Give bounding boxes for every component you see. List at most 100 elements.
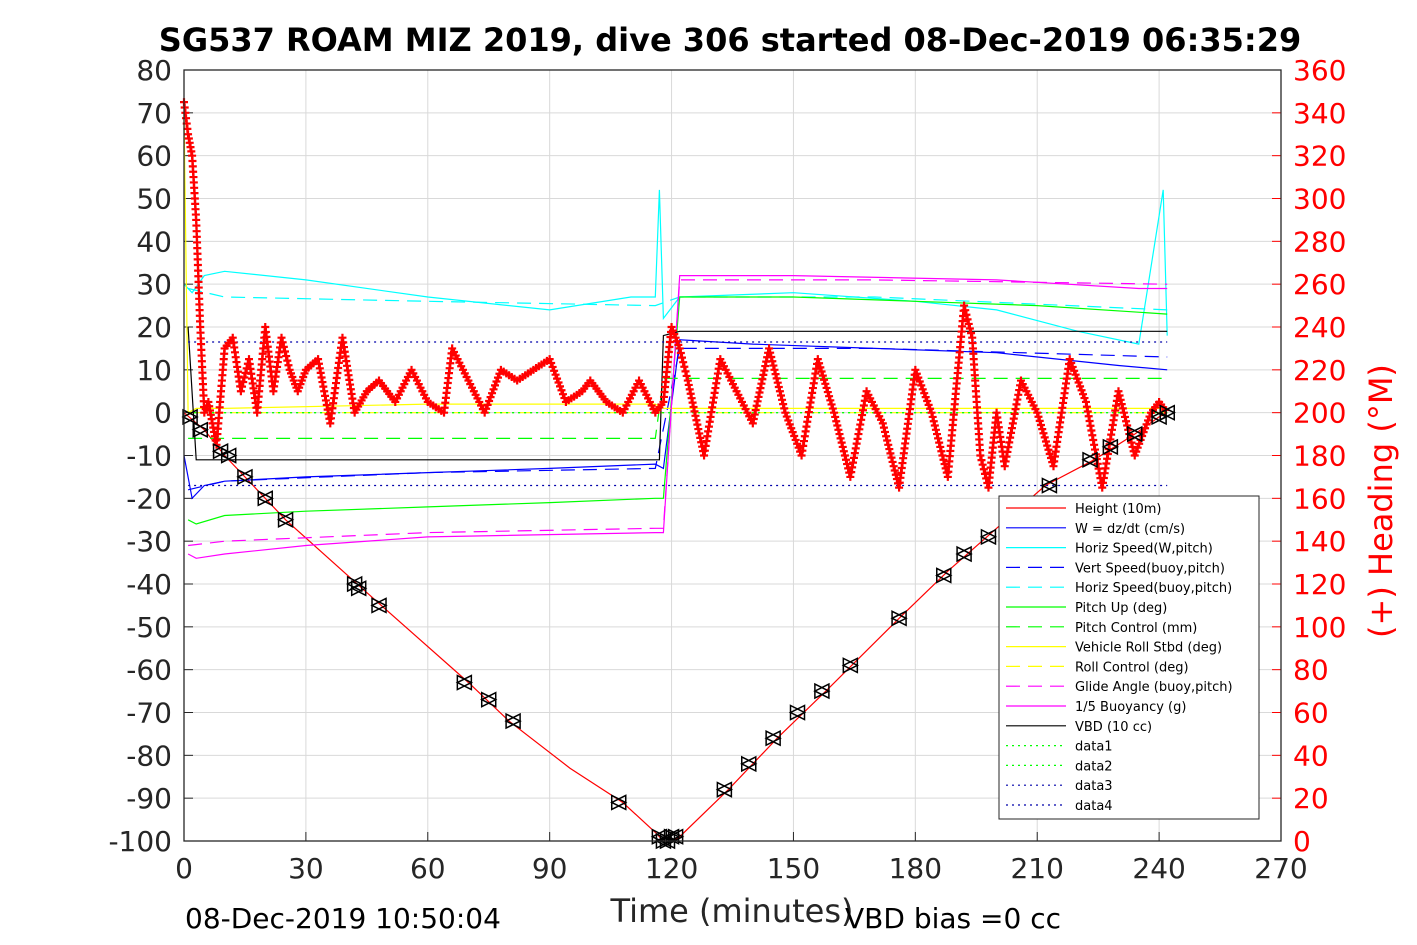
depth-marker-left	[504, 712, 521, 730]
series-line-4	[187, 287, 1168, 311]
depth-marker-left	[480, 691, 497, 708]
y-tick-label: -40	[126, 568, 172, 601]
y-tick-label: -100	[108, 825, 172, 858]
depth-marker-left	[236, 468, 253, 486]
heading-marker	[1074, 378, 1083, 387]
y2-tick-label: 80	[1293, 654, 1329, 687]
x-tick-label: 150	[767, 852, 820, 885]
legend-label-0: Height (10m)	[1075, 502, 1161, 517]
heading-marker	[551, 370, 560, 379]
heading-marker	[482, 404, 491, 413]
heading-marker	[483, 400, 492, 409]
heading-marker	[816, 363, 825, 372]
heading-markers	[180, 98, 1170, 492]
y2-tick-label: 180	[1293, 440, 1346, 473]
heading-marker	[1038, 425, 1047, 434]
heading-marker	[548, 362, 557, 371]
legend-label-3: Vert Speed(buoy,pitch)	[1075, 561, 1225, 576]
legend-label-10: 1/5 Buoyancy (g)	[1075, 700, 1186, 715]
heading-marker	[921, 393, 930, 402]
heading-marker	[486, 393, 495, 402]
heading-marker	[558, 390, 567, 399]
depth-marker-left	[350, 580, 367, 597]
heading-marker	[917, 381, 926, 390]
depth-marker-left	[370, 597, 387, 614]
y2-tick-label: 40	[1293, 739, 1329, 772]
y-tick-label: -80	[126, 739, 172, 772]
depth-marker-left	[1158, 404, 1175, 421]
heading-marker	[963, 315, 972, 324]
heading-marker	[1135, 439, 1144, 448]
heading-marker	[284, 361, 293, 370]
y-tick-label: -60	[126, 654, 172, 687]
y2-tick-label: 340	[1293, 97, 1346, 130]
heading-marker	[788, 428, 797, 437]
x-tick-label: 120	[645, 852, 698, 885]
heading-marker	[924, 400, 933, 409]
heading-marker	[278, 338, 287, 347]
heading-marker	[911, 365, 920, 374]
heading-marker	[240, 373, 249, 382]
heading-marker	[1132, 447, 1141, 456]
y2-axis-ticks: 3603403203002802602402202001801601401201…	[1272, 54, 1346, 858]
heading-marker	[967, 329, 976, 338]
heading-marker	[554, 378, 563, 387]
depth-marker-left	[662, 828, 680, 845]
heading-marker	[815, 359, 824, 368]
heading-marker	[545, 355, 554, 364]
y-tick-label: -30	[126, 525, 172, 558]
heading-marker	[915, 377, 924, 386]
heading-marker	[791, 435, 800, 444]
heading-marker	[920, 389, 929, 398]
heading-marker	[977, 456, 986, 465]
x-tick-label: 210	[1010, 852, 1063, 885]
y-tick-label: -90	[126, 782, 172, 815]
y2-tick-label: 320	[1293, 140, 1346, 173]
y2-tick-label: 140	[1293, 525, 1346, 558]
legend-label-9: Glide Angle (buoy,pitch)	[1075, 680, 1233, 695]
heading-marker	[914, 373, 923, 382]
heading-marker	[282, 352, 291, 361]
heading-marker	[787, 424, 796, 433]
depth-marker-left	[1081, 451, 1098, 468]
heading-marker	[492, 377, 501, 386]
y2-tick-label: 240	[1293, 311, 1346, 344]
y-tick-label: 60	[136, 140, 172, 173]
heading-marker	[980, 469, 989, 478]
y-axis-ticks: 80 70 60 50 40 30 20 10 0 -10 -20 -30 -40 -50 -60 -70 -8…	[108, 54, 193, 858]
heading-marker	[828, 404, 837, 413]
y-tick-label: 30	[136, 268, 172, 301]
heading-marker	[926, 404, 935, 413]
heading-marker	[813, 355, 822, 364]
depth-marker-left	[191, 421, 209, 439]
heading-marker	[976, 451, 985, 460]
heading-marker	[964, 319, 973, 328]
y-tick-label: 70	[136, 97, 172, 130]
heading-marker	[781, 408, 790, 417]
heading-marker	[818, 371, 827, 380]
heading-marker	[676, 349, 685, 358]
legend-label-8: Roll Control (deg)	[1075, 660, 1189, 675]
y2-tick-label: 260	[1293, 268, 1346, 301]
series-line-5	[187, 296, 1168, 525]
legend-label-12: data1	[1075, 740, 1113, 755]
heading-marker	[557, 386, 566, 395]
heading-marker	[822, 383, 831, 392]
x-tick-label: 60	[410, 852, 446, 885]
heading-marker	[1076, 382, 1085, 391]
heading-marker	[825, 392, 834, 401]
y2-tick-label: 220	[1293, 354, 1346, 387]
heading-marker	[495, 369, 504, 378]
heading-marker	[280, 347, 289, 356]
heading-marker	[1040, 433, 1049, 442]
x-axis-ticks: 0 30 60 90 120 150 180 210 240 270	[175, 832, 1308, 885]
heading-marker	[236, 387, 245, 396]
heading-marker	[488, 389, 497, 398]
depth-marker-left	[1126, 425, 1143, 443]
y2-tick-label: 20	[1293, 782, 1329, 815]
x-tick-label: 240	[1132, 852, 1185, 885]
y-tick-label: 40	[136, 225, 172, 258]
footer-timestamp: 08-Dec-2019 10:50:04	[185, 902, 501, 935]
depth-marker-left	[181, 408, 198, 426]
